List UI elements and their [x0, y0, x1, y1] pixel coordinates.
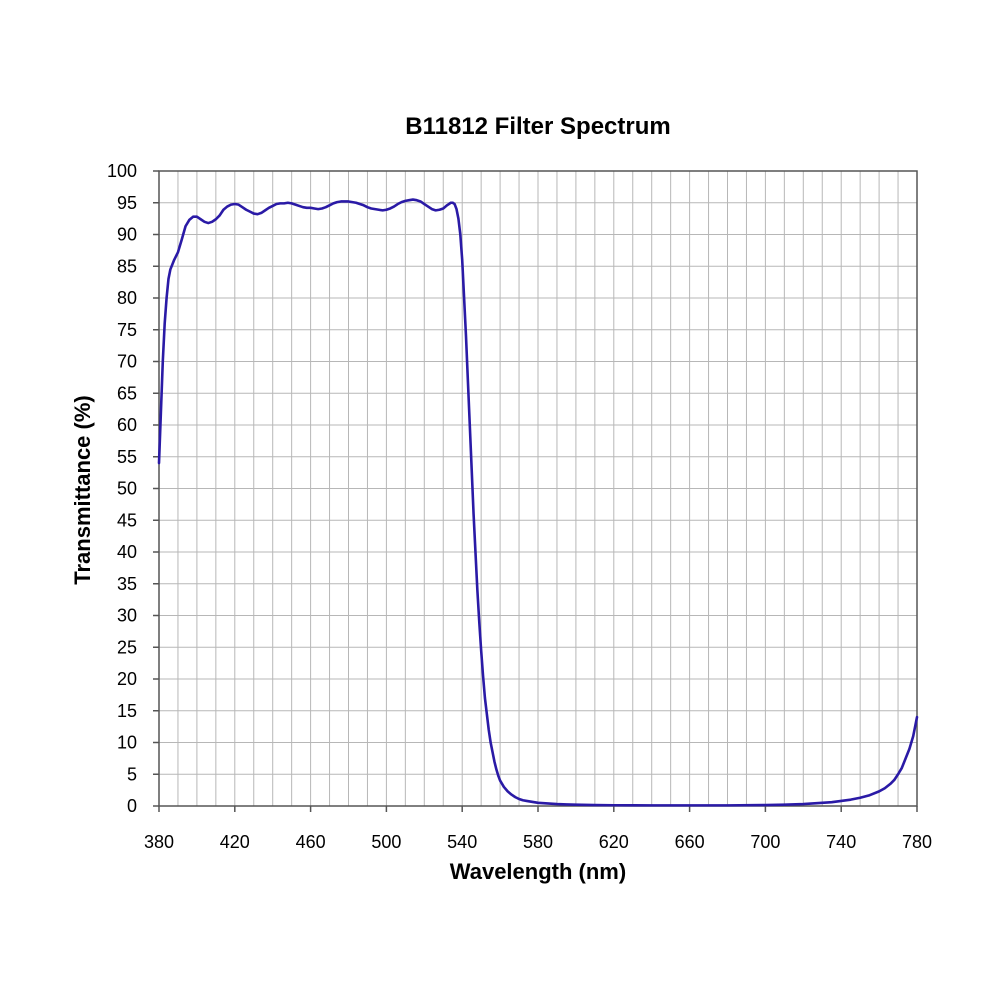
y-tick-label: 40 — [117, 542, 137, 562]
x-tick-label: 660 — [675, 832, 705, 852]
y-tick-label: 85 — [117, 256, 137, 276]
y-tick-label: 15 — [117, 701, 137, 721]
series-layer — [157, 198, 919, 807]
y-tick-label: 10 — [117, 733, 137, 753]
y-tick-label: 0 — [127, 796, 137, 816]
x-axis-label: Wavelength (nm) — [450, 859, 626, 884]
x-tick-label: 580 — [523, 832, 553, 852]
x-tick-label: 700 — [750, 832, 780, 852]
y-tick-label: 5 — [127, 764, 137, 784]
x-tick-label: 500 — [371, 832, 401, 852]
x-tick-label: 740 — [826, 832, 856, 852]
y-tick-label: 55 — [117, 447, 137, 467]
y-axis-label: Transmittance (%) — [70, 395, 95, 585]
x-tick-label: 620 — [599, 832, 629, 852]
y-tick-label: 25 — [117, 637, 137, 657]
x-tick-label: 460 — [296, 832, 326, 852]
y-tick-label: 60 — [117, 415, 137, 435]
transmittance-line — [157, 198, 919, 807]
x-tick-label: 380 — [144, 832, 174, 852]
y-tick-label: 65 — [117, 383, 137, 403]
x-tick-label: 540 — [447, 832, 477, 852]
x-tick-label: 780 — [902, 832, 932, 852]
grid-lines — [159, 171, 917, 806]
y-tick-label: 45 — [117, 510, 137, 530]
y-tick-label: 100 — [107, 161, 137, 181]
x-tick-label: 420 — [220, 832, 250, 852]
y-tick-label: 75 — [117, 320, 137, 340]
chart-title: B11812 Filter Spectrum — [405, 113, 670, 140]
y-tick-label: 30 — [117, 606, 137, 626]
y-tick-label: 90 — [117, 225, 137, 245]
y-tick-label: 20 — [117, 669, 137, 689]
axis-ticks: 380 420 460 500 540 580 620 660 700 740 780 0 5 10 15 2… — [107, 161, 932, 852]
y-tick-label: 70 — [117, 352, 137, 372]
y-tick-label: 35 — [117, 574, 137, 594]
y-tick-label: 80 — [117, 288, 137, 308]
y-tick-label: 50 — [117, 479, 137, 499]
y-tick-label: 95 — [117, 193, 137, 213]
